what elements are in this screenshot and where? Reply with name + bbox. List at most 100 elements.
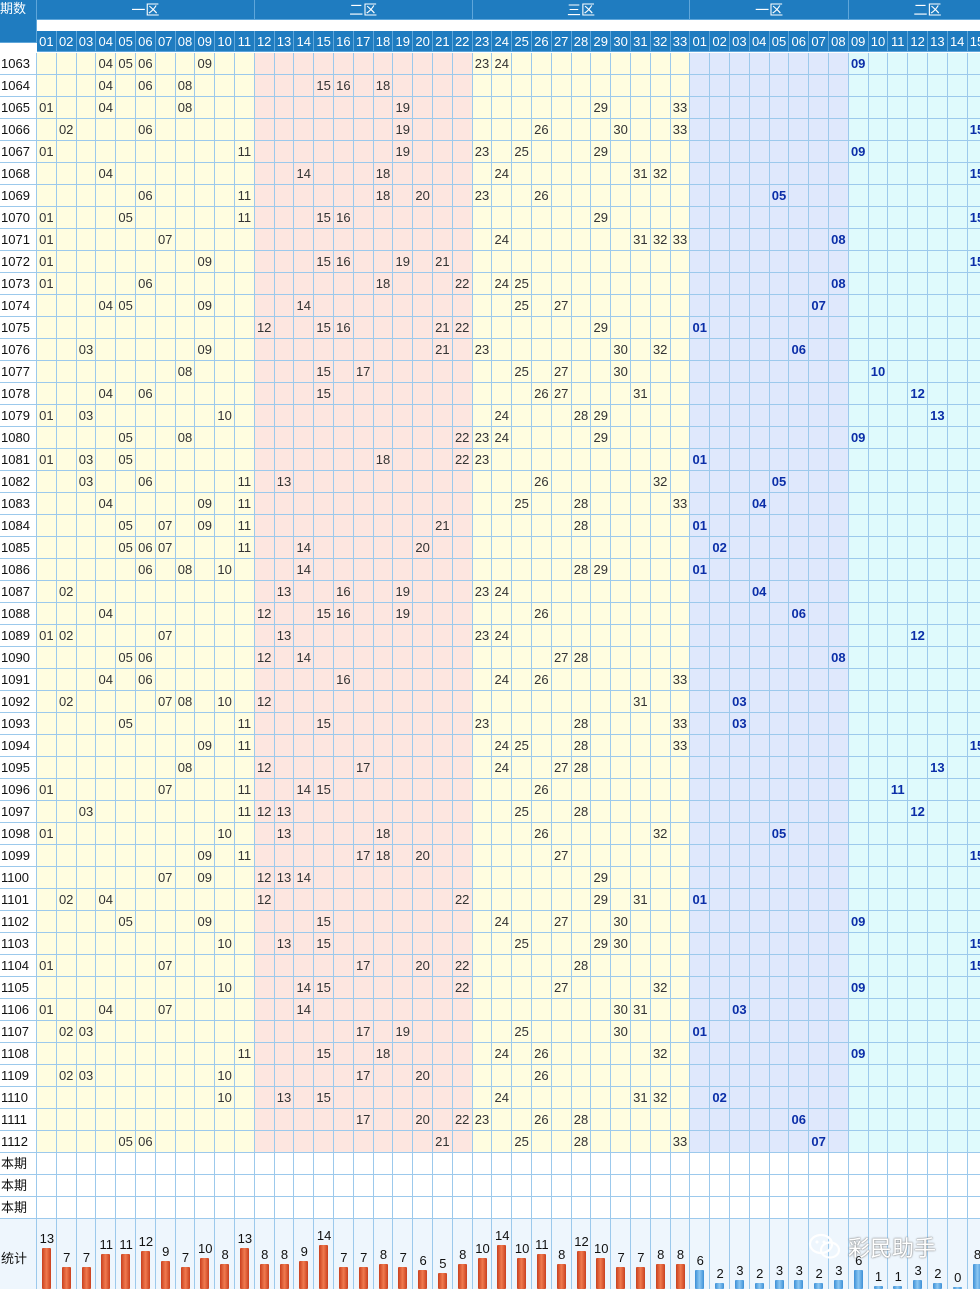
current-period-cell[interactable]: [215, 1197, 235, 1219]
current-period-cell[interactable]: [710, 1153, 730, 1175]
current-period-cell[interactable]: [868, 1197, 889, 1219]
current-period-cell[interactable]: [334, 1153, 354, 1175]
current-period-cell[interactable]: [789, 1153, 810, 1175]
current-period-cell[interactable]: [155, 1153, 176, 1175]
current-period-cell[interactable]: [76, 1175, 97, 1197]
current-period-cell[interactable]: [769, 1153, 790, 1175]
current-period-cell[interactable]: [947, 1197, 968, 1219]
current-period-cell[interactable]: [215, 1153, 235, 1175]
current-period-cell[interactable]: [591, 1175, 612, 1197]
current-period-cell[interactable]: [413, 1175, 433, 1197]
current-period-cell[interactable]: [353, 1153, 374, 1175]
current-period-cell[interactable]: [373, 1197, 394, 1219]
current-period-cell[interactable]: [829, 1197, 849, 1219]
current-period-cell[interactable]: [967, 1153, 980, 1175]
current-period-cell[interactable]: [96, 1197, 117, 1219]
current-period-cell[interactable]: [274, 1153, 295, 1175]
current-period-cell[interactable]: [908, 1197, 928, 1219]
current-period-cell[interactable]: [116, 1153, 136, 1175]
current-period-cell[interactable]: [928, 1153, 948, 1175]
current-period-cell[interactable]: [848, 1175, 869, 1197]
current-period-cell[interactable]: [749, 1175, 770, 1197]
current-period-cell[interactable]: [967, 1197, 980, 1219]
current-period-cell[interactable]: [571, 1175, 592, 1197]
current-period-cell[interactable]: [472, 1175, 493, 1197]
current-period-cell[interactable]: [650, 1175, 671, 1197]
current-period-cell[interactable]: [195, 1197, 216, 1219]
current-period-cell[interactable]: [96, 1175, 117, 1197]
current-period-cell[interactable]: [136, 1175, 156, 1197]
current-period-cell[interactable]: [215, 1175, 235, 1197]
current-period-cell[interactable]: [532, 1197, 552, 1219]
current-period-cell[interactable]: [829, 1153, 849, 1175]
current-period-cell[interactable]: [175, 1197, 196, 1219]
current-period-cell[interactable]: [413, 1153, 433, 1175]
current-period-cell[interactable]: [314, 1197, 334, 1219]
current-period-cell[interactable]: [393, 1197, 414, 1219]
current-period-cell[interactable]: [175, 1175, 196, 1197]
current-period-cell[interactable]: [56, 1175, 77, 1197]
current-period-cell[interactable]: [611, 1153, 631, 1175]
current-period-cell[interactable]: [967, 1175, 980, 1197]
current-period-cell[interactable]: [650, 1153, 671, 1175]
current-period-cell[interactable]: [888, 1153, 909, 1175]
current-period-cell[interactable]: [631, 1197, 651, 1219]
current-period-cell[interactable]: [809, 1175, 829, 1197]
current-period-cell[interactable]: [947, 1153, 968, 1175]
current-period-cell[interactable]: [591, 1197, 612, 1219]
current-period-cell[interactable]: [254, 1197, 275, 1219]
current-period-cell[interactable]: [829, 1175, 849, 1197]
current-period-cell[interactable]: [76, 1153, 97, 1175]
current-period-cell[interactable]: [690, 1153, 711, 1175]
current-period-cell[interactable]: [56, 1197, 77, 1219]
current-period-cell[interactable]: [730, 1175, 750, 1197]
current-period-cell[interactable]: [472, 1153, 493, 1175]
current-period-cell[interactable]: [928, 1175, 948, 1197]
current-period-cell[interactable]: [730, 1197, 750, 1219]
current-period-cell[interactable]: [334, 1197, 354, 1219]
current-period-cell[interactable]: [730, 1153, 750, 1175]
current-period-cell[interactable]: [551, 1197, 572, 1219]
current-period-cell[interactable]: [195, 1153, 216, 1175]
current-period-cell[interactable]: [532, 1175, 552, 1197]
current-period-cell[interactable]: [175, 1153, 196, 1175]
current-period-cell[interactable]: [56, 1153, 77, 1175]
current-period-cell[interactable]: [353, 1175, 374, 1197]
current-period-cell[interactable]: [116, 1175, 136, 1197]
current-period-cell[interactable]: [452, 1175, 473, 1197]
current-period-cell[interactable]: [373, 1175, 394, 1197]
current-period-cell[interactable]: [274, 1197, 295, 1219]
current-period-cell[interactable]: [591, 1153, 612, 1175]
current-period-cell[interactable]: [769, 1175, 790, 1197]
current-period-cell[interactable]: [393, 1153, 414, 1175]
current-period-cell[interactable]: [571, 1197, 592, 1219]
current-period-cell[interactable]: [373, 1153, 394, 1175]
current-period-cell[interactable]: [116, 1197, 136, 1219]
current-period-cell[interactable]: [294, 1153, 315, 1175]
current-period-cell[interactable]: [868, 1175, 889, 1197]
current-period-cell[interactable]: [611, 1175, 631, 1197]
current-period-cell[interactable]: [314, 1175, 334, 1197]
current-period-cell[interactable]: [631, 1153, 651, 1175]
current-period-cell[interactable]: [888, 1175, 909, 1197]
current-period-cell[interactable]: [947, 1175, 968, 1197]
current-period-cell[interactable]: [96, 1153, 117, 1175]
current-period-cell[interactable]: [710, 1197, 730, 1219]
current-period-cell[interactable]: [908, 1175, 928, 1197]
current-period-cell[interactable]: [413, 1197, 433, 1219]
current-period-cell[interactable]: [433, 1197, 453, 1219]
current-period-cell[interactable]: [492, 1197, 513, 1219]
current-period-cell[interactable]: [433, 1175, 453, 1197]
current-period-cell[interactable]: [235, 1197, 255, 1219]
current-period-cell[interactable]: [611, 1197, 631, 1219]
current-period-cell[interactable]: [789, 1197, 810, 1219]
current-period-cell[interactable]: [492, 1153, 513, 1175]
current-period-cell[interactable]: [908, 1153, 928, 1175]
current-period-cell[interactable]: [690, 1197, 711, 1219]
current-period-cell[interactable]: [749, 1197, 770, 1219]
current-period-cell[interactable]: [314, 1153, 334, 1175]
current-period-cell[interactable]: [37, 1197, 57, 1219]
current-period-cell[interactable]: [512, 1175, 532, 1197]
current-period-cell[interactable]: [690, 1175, 711, 1197]
current-period-cell[interactable]: [710, 1175, 730, 1197]
